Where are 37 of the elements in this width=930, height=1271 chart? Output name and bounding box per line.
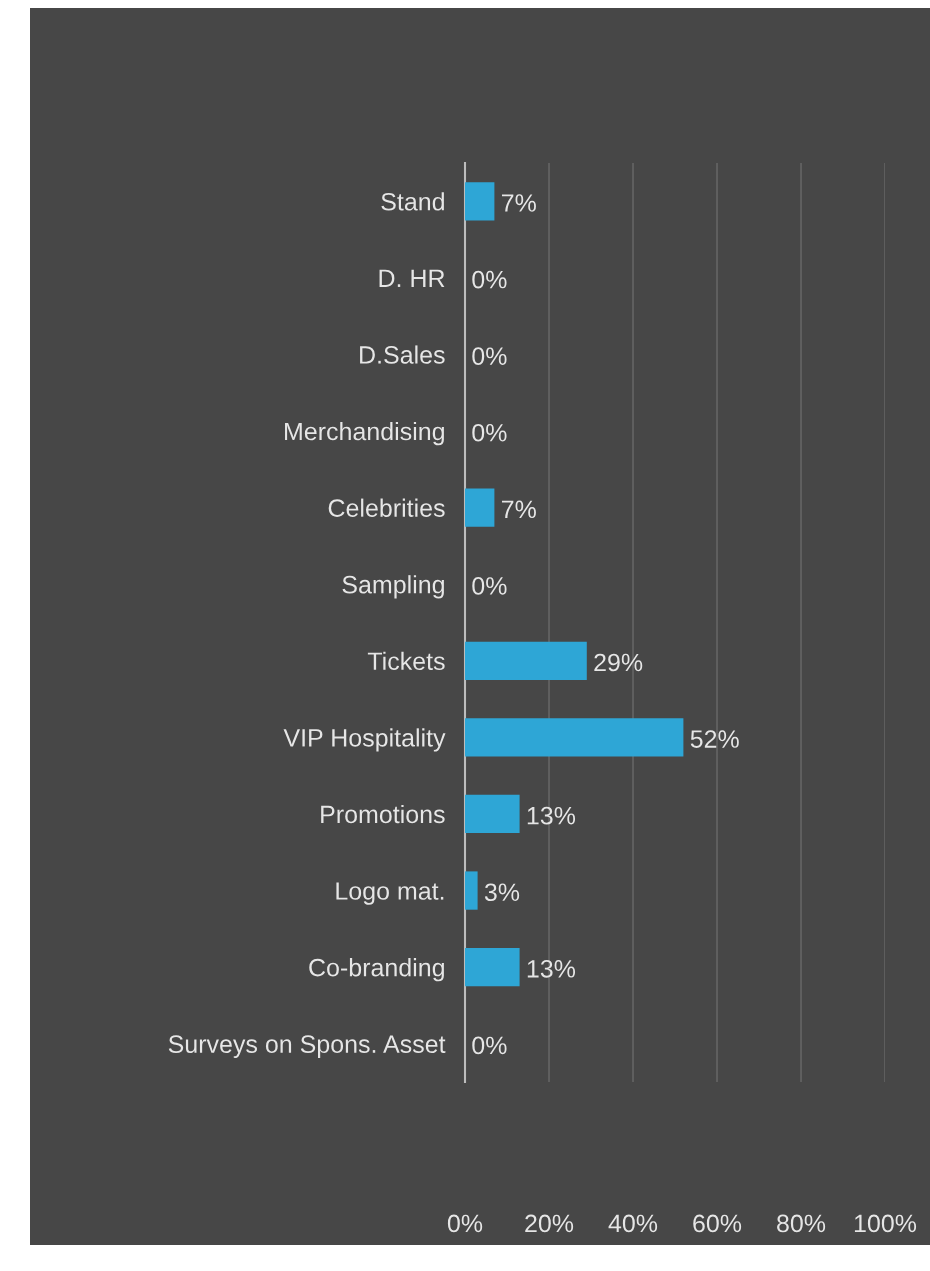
x-tick-label: 20%: [525, 1214, 574, 1233]
y-tick-label: Celebrities: [328, 498, 445, 517]
data-label: 0%: [472, 347, 507, 365]
y-tick-label: Surveys on Spons. Asset: [168, 1035, 446, 1058]
data-label: 7%: [501, 194, 536, 212]
bar: [465, 947, 520, 987]
data-label: 29%: [594, 653, 643, 672]
y-tick-label: Stand: [381, 192, 444, 211]
bar: [465, 182, 495, 221]
bar: [465, 871, 478, 910]
x-tick-label: 40%: [608, 1214, 658, 1233]
bar: [465, 488, 495, 527]
y-tick-label: D. HR: [379, 269, 445, 287]
data-label: 3%: [484, 883, 520, 902]
data-label: 52%: [690, 730, 739, 748]
data-label: 0%: [472, 1036, 507, 1055]
y-tick-label: Logo mat.: [336, 882, 444, 905]
x-tick-label: 0%: [447, 1214, 483, 1233]
data-label: 7%: [501, 500, 536, 519]
y-tick-label: Promotions: [321, 804, 445, 824]
data-label: 13%: [527, 959, 576, 978]
data-label: 0%: [472, 270, 507, 289]
y-tick-label: Merchandising: [285, 421, 444, 446]
x-tick-label: 100%: [854, 1214, 917, 1233]
bar: [465, 718, 684, 757]
data-label: 0%: [472, 423, 507, 442]
x-tick-label: 80%: [777, 1214, 826, 1233]
bar: [465, 794, 520, 834]
data-label: 0%: [472, 577, 507, 595]
data-label: 13%: [527, 806, 576, 825]
y-tick-label: VIP Hospitality: [283, 728, 446, 752]
bar: [465, 641, 587, 680]
y-tick-label: Co-branding: [309, 958, 444, 982]
x-tick-label: 60%: [693, 1214, 742, 1233]
y-tick-label: Sampling: [342, 575, 444, 599]
y-tick-label: D.Sales: [360, 345, 445, 364]
y-tick-label: Tickets: [367, 651, 445, 671]
